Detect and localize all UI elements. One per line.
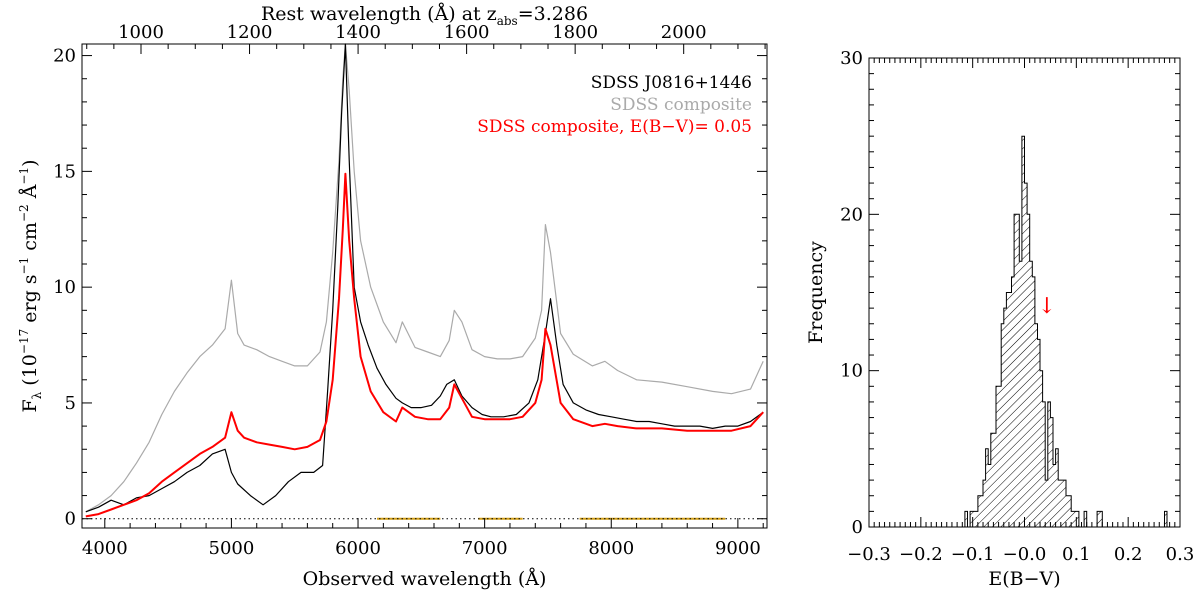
- ylabel-mid2: cm: [19, 222, 41, 257]
- histogram-y-axis-label: Frequency: [805, 241, 827, 344]
- histogram-hatched-fill: [962, 136, 1170, 527]
- y-tick-label: 20: [53, 46, 76, 67]
- hist-y-tick-label: 0: [852, 517, 863, 538]
- y-tick-label: 0: [65, 509, 76, 530]
- hist-x-tick-label: −0.3: [847, 544, 891, 565]
- hist-x-tick-label: 0.2: [1114, 544, 1143, 565]
- histogram-panel: −0.3 −0.2 −0.1 −0.0 0.1 0.2 0.3 0 10 20 30 ↓ E(B−V…: [805, 48, 1194, 590]
- legend-entry-reddened-composite: SDSS composite, E(B−V)= 0.05: [477, 117, 752, 137]
- hist-y-tick-label: 30: [840, 48, 863, 69]
- top-tick-label: 1400: [335, 22, 381, 43]
- hist-x-tick-label: −0.2: [899, 544, 943, 565]
- x-tick-label: 4000: [82, 538, 128, 559]
- y-tick-label: 15: [53, 161, 76, 182]
- top-axis-label-text: Rest wavelength (Å) at z: [261, 3, 497, 25]
- legend-entry-target: SDSS J0816+1446: [591, 73, 752, 93]
- ylabel-exp1: −17: [17, 329, 31, 354]
- top-tick-label: 1600: [444, 22, 490, 43]
- x-tick-label: 9000: [715, 538, 761, 559]
- ylabel-exp4: −1: [17, 167, 31, 185]
- top-axis-label: Rest wavelength (Å) at zabs=3.286: [261, 3, 588, 28]
- hist-y-tick-label: 10: [840, 361, 863, 382]
- ylabel-mid3: Å: [19, 184, 41, 204]
- top-tick-label: 1200: [227, 22, 273, 43]
- y-tick-label: 10: [53, 277, 76, 298]
- spectrum-ticks: 4000 5000 6000 7000 8000 9000 0 5 10 15 20 1000 1200…: [53, 22, 767, 559]
- spectrum-plot-frame: [81, 43, 768, 529]
- legend: SDSS J0816+1446 SDSS composite SDSS comp…: [477, 73, 752, 137]
- top-axis-label-sub: abs: [497, 14, 518, 28]
- histogram-x-axis-label: E(B−V): [988, 568, 1060, 590]
- ylabel-end: ): [19, 159, 41, 166]
- ylabel-exp3: −2: [17, 204, 31, 222]
- x-axis-label: Observed wavelength (Å): [303, 568, 547, 590]
- top-axis-label-tail: =3.286: [518, 3, 588, 25]
- reddened-composite-line: [85, 172, 764, 518]
- ylabel-main: F: [19, 399, 41, 412]
- hist-y-tick-label: 20: [840, 204, 863, 225]
- top-tick-label: 1000: [118, 22, 164, 43]
- x-tick-label: 6000: [335, 538, 381, 559]
- y-tick-label: 5: [65, 393, 76, 414]
- x-tick-label: 5000: [209, 538, 255, 559]
- legend-entry-composite: SDSS composite: [610, 95, 752, 115]
- ylabel-sub: λ: [30, 391, 44, 399]
- hist-x-tick-label: 0.3: [1166, 544, 1195, 565]
- target-spectrum-line: [85, 43, 764, 513]
- spectrum-panel: 4000 5000 6000 7000 8000 9000 0 5 10 15 20 1000 1200…: [17, 3, 768, 590]
- x-tick-label: 7000: [462, 538, 508, 559]
- composite-spectrum-line: [85, 43, 764, 513]
- top-tick-label: 2000: [661, 22, 707, 43]
- hist-x-tick-label: −0.0: [1003, 544, 1047, 565]
- spectrum-series: [85, 43, 764, 518]
- y-axis-label: Fλ (10−17 erg s−1 cm−2 Å−1): [17, 159, 44, 412]
- hist-x-tick-label: 0.1: [1062, 544, 1091, 565]
- ylabel-mid: erg s: [19, 274, 41, 328]
- ylabel-rest: (10: [19, 354, 41, 392]
- down-arrow-marker: ↓: [1038, 294, 1056, 319]
- histogram-ticks: −0.3 −0.2 −0.1 −0.0 0.1 0.2 0.3 0 10 20 30: [840, 48, 1194, 565]
- top-tick-label: 1800: [552, 22, 598, 43]
- ylabel-exp2: −1: [17, 257, 31, 275]
- hist-x-tick-label: −0.1: [951, 544, 995, 565]
- x-tick-label: 8000: [588, 538, 634, 559]
